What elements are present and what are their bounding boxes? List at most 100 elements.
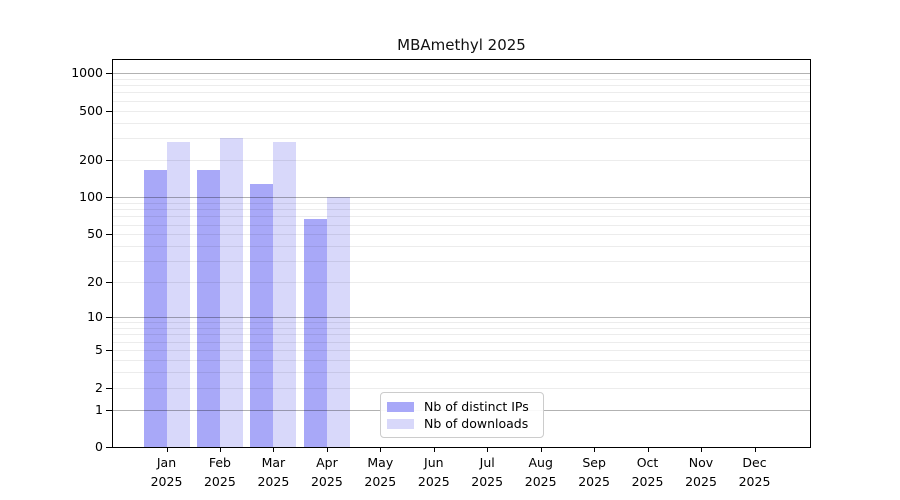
x-tick-mark-mar bbox=[273, 447, 275, 452]
chart-title: MBAmethyl 2025 bbox=[397, 36, 526, 54]
x-tick-mark-nov bbox=[701, 447, 702, 452]
bar-distinct-ips-jan bbox=[143, 169, 167, 447]
gridline-major-10 bbox=[113, 317, 810, 319]
bar-distinct-ips-mar bbox=[250, 184, 274, 447]
year-label: 2025 bbox=[631, 474, 664, 489]
legend-label: Nb of downloads bbox=[424, 416, 529, 431]
x-tick-label-may: May 2025 bbox=[348, 453, 412, 491]
y-tick-label-20: 20 bbox=[87, 274, 103, 290]
y-tick-label-200: 200 bbox=[79, 151, 103, 167]
gridline-major-100 bbox=[113, 197, 810, 199]
y-tick-mark-100 bbox=[106, 197, 113, 199]
x-tick-mark-sep bbox=[594, 447, 596, 452]
bar-downloads-apr bbox=[326, 197, 350, 447]
x-tick-mark-oct bbox=[647, 447, 649, 452]
bar-downloads-feb bbox=[219, 138, 243, 447]
gridline-minor-4 bbox=[113, 359, 810, 361]
year-label: 2025 bbox=[364, 474, 397, 489]
gridline-minor-500 bbox=[113, 110, 810, 112]
x-tick-mark-dec bbox=[754, 447, 756, 452]
y-tick-mark-10 bbox=[106, 317, 113, 319]
legend-item-downloads: Nb of downloads bbox=[387, 415, 535, 432]
y-tick-mark-0 bbox=[106, 447, 113, 448]
y-tick-label-1000: 1000 bbox=[71, 65, 103, 80]
bar-downloads-jan bbox=[166, 141, 190, 447]
y-tick-label-5: 5 bbox=[95, 342, 103, 357]
y-tick-mark-200 bbox=[106, 159, 113, 161]
gridline-minor-600 bbox=[113, 100, 810, 102]
month-label: Jul bbox=[479, 455, 495, 470]
y-tick-label-50: 50 bbox=[87, 226, 103, 242]
month-label: Aug bbox=[528, 455, 553, 470]
x-tick-label-aug: Aug 2025 bbox=[509, 453, 573, 491]
gridline-minor-20 bbox=[113, 282, 810, 284]
gridline-minor-50 bbox=[113, 234, 810, 236]
year-label: 2025 bbox=[471, 474, 504, 489]
legend-swatch-distinct-ips bbox=[387, 401, 414, 412]
gridline-minor-90 bbox=[113, 202, 810, 204]
gridline-minor-2 bbox=[113, 387, 810, 389]
x-tick-mark-jan bbox=[166, 447, 168, 452]
gridline-minor-700 bbox=[113, 92, 810, 94]
month-label: Jun bbox=[424, 455, 444, 470]
month-label: Dec bbox=[742, 455, 767, 470]
x-tick-mark-jun bbox=[433, 447, 435, 452]
x-tick-label-apr: Apr 2025 bbox=[295, 453, 359, 491]
x-tick-label-mar: Mar 2025 bbox=[241, 453, 305, 491]
gridline-minor-5 bbox=[113, 350, 810, 351]
y-tick-label-0: 0 bbox=[95, 439, 103, 454]
bar-distinct-ips-apr bbox=[303, 219, 327, 447]
year-label: 2025 bbox=[203, 474, 236, 489]
year-label: 2025 bbox=[257, 474, 290, 489]
gridline-minor-6 bbox=[113, 341, 810, 343]
y-tick-mark-1 bbox=[106, 409, 113, 411]
x-tick-label-feb: Feb 2025 bbox=[188, 453, 252, 491]
month-label: Apr bbox=[316, 455, 338, 470]
bar-downloads-mar bbox=[273, 142, 297, 447]
month-label: May bbox=[367, 455, 394, 470]
y-tick-label-100: 100 bbox=[79, 189, 103, 205]
year-label: 2025 bbox=[524, 474, 557, 489]
y-tick-label-500: 500 bbox=[79, 102, 103, 118]
y-tick-mark-500 bbox=[106, 110, 113, 112]
gridline-minor-200 bbox=[113, 159, 810, 161]
month-label: Feb bbox=[208, 455, 231, 470]
gridline-minor-80 bbox=[113, 209, 810, 211]
legend-label: Nb of distinct IPs bbox=[424, 399, 529, 414]
month-label: Sep bbox=[582, 455, 606, 470]
x-tick-mark-aug bbox=[540, 447, 542, 452]
gridline-minor-300 bbox=[113, 138, 810, 140]
x-tick-mark-jul bbox=[487, 447, 489, 452]
y-tick-mark-50 bbox=[106, 234, 113, 236]
year-label: 2025 bbox=[417, 474, 450, 489]
y-tick-label-1: 1 bbox=[95, 401, 103, 417]
x-tick-label-oct: Oct 2025 bbox=[616, 453, 680, 491]
gridline-minor-7 bbox=[113, 334, 810, 336]
gridline-minor-8 bbox=[113, 328, 810, 330]
x-tick-label-jan: Jan 2025 bbox=[135, 453, 199, 491]
x-tick-label-jun: Jun 2025 bbox=[402, 453, 466, 491]
gridline-minor-70 bbox=[113, 216, 810, 218]
x-tick-label-nov: Nov 2025 bbox=[669, 453, 733, 491]
gridline-minor-9 bbox=[113, 322, 810, 324]
month-label: Jan bbox=[156, 455, 177, 470]
gridline-minor-30 bbox=[113, 261, 810, 263]
x-tick-mark-apr bbox=[326, 447, 328, 452]
gridline-minor-60 bbox=[113, 224, 810, 226]
year-label: 2025 bbox=[738, 474, 771, 489]
year-label: 2025 bbox=[578, 474, 610, 489]
month-label: Mar bbox=[261, 455, 286, 470]
x-tick-label-sep: Sep 2025 bbox=[562, 453, 626, 491]
gridline-minor-400 bbox=[113, 122, 810, 124]
gridline-minor-40 bbox=[113, 246, 810, 247]
x-tick-mark-feb bbox=[219, 447, 221, 452]
y-tick-mark-2 bbox=[106, 387, 113, 389]
legend: Nb of distinct IPs Nb of downloads bbox=[380, 392, 544, 438]
y-tick-label-10: 10 bbox=[87, 309, 103, 325]
x-tick-label-jul: Jul 2025 bbox=[455, 453, 519, 491]
month-label: Nov bbox=[688, 455, 714, 470]
plot-area bbox=[112, 59, 811, 448]
year-label: 2025 bbox=[310, 474, 343, 489]
y-tick-mark-1000 bbox=[106, 73, 113, 74]
legend-swatch-downloads bbox=[387, 418, 414, 429]
